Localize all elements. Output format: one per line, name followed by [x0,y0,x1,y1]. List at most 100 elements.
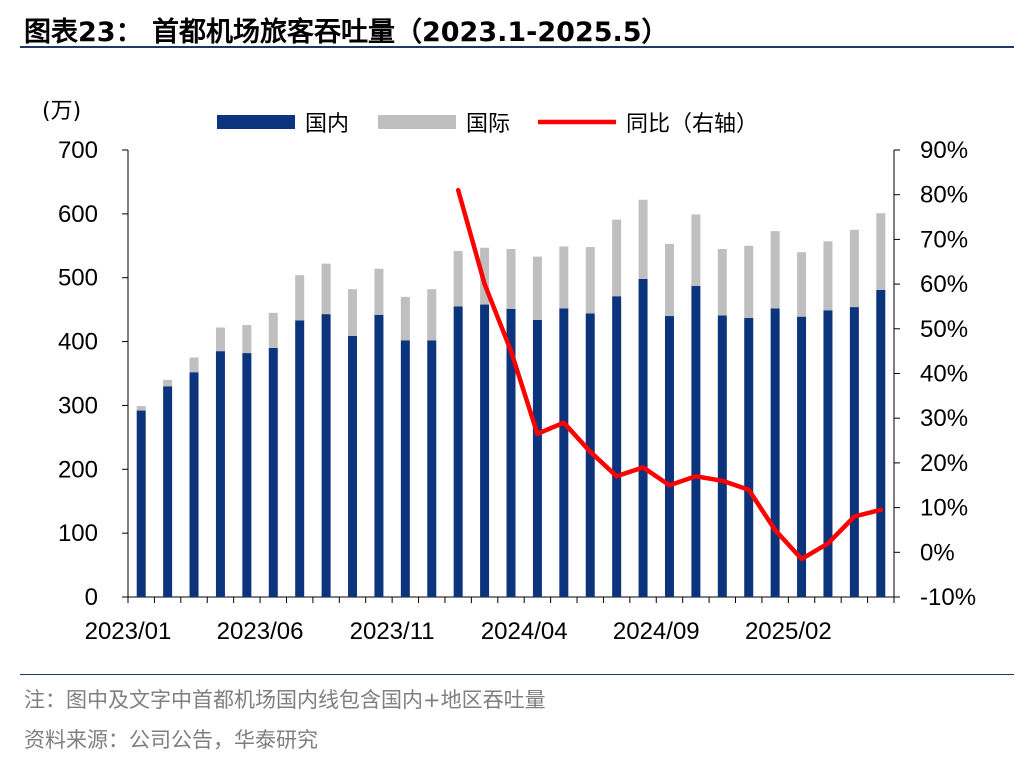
left-tick-label: 500 [58,265,98,292]
international-bar [427,289,437,341]
left-tick-label: 0 [85,584,98,611]
yoy-point [747,488,751,492]
yoy-point [773,528,777,532]
international-bar [770,231,780,309]
international-bar [744,245,754,318]
right-tick-label: -10% [920,584,976,611]
domestic-bar [321,314,331,597]
domestic-bar [638,278,648,597]
footer-divider [20,674,1014,675]
title-divider [20,46,1014,48]
yoy-point [562,421,566,425]
x-tick-label: 2023/11 [350,618,435,645]
left-tick-label: 100 [58,520,98,547]
international-bar [189,357,199,373]
left-tick-label: 200 [58,456,98,483]
yoy-point [667,483,671,487]
right-tick-label: 40% [920,361,968,388]
legend-label-yoy: 同比（右轴） [626,112,758,137]
international-bar [242,324,252,354]
bars-layer [136,199,886,597]
legend-label-international: 国际 [466,112,510,137]
legend: 国内 国际 同比（右轴） [217,112,758,137]
yoy-point [879,508,883,512]
x-tick-label: 2023/01 [85,618,172,645]
domestic-bar [453,306,463,597]
international-bar [585,247,595,314]
domestic-bar [612,296,622,597]
right-tick-label: 90% [920,137,968,164]
yoy-point [800,557,804,561]
x-tick-label: 2025/02 [745,618,832,645]
left-tick-label: 700 [58,137,98,164]
international-bar [374,268,384,315]
international-bar [691,214,701,287]
yoy-point [720,479,724,483]
international-bar [559,246,569,309]
domestic-bar [664,316,674,597]
domestic-bar [480,304,490,597]
international-bar [163,379,173,387]
yoy-point [535,432,539,436]
domestic-bar [242,353,252,597]
domestic-bar [215,351,225,597]
international-bar [400,296,410,341]
axes-layer: 0 100 200 300 400 500 600 700 (万) -10% 0% 10% 20% 30%… [42,99,976,645]
international-bar [453,250,463,307]
x-tick-label: 2024/04 [481,618,568,645]
international-bar [506,248,516,310]
domestic-bar [691,286,701,597]
right-tick-label: 20% [920,450,968,477]
domestic-bar [585,313,595,597]
right-tick-label: 0% [920,539,955,566]
international-bar [268,312,278,348]
domestic-bar [797,316,807,597]
yoy-point [483,282,487,286]
domestic-bar [374,314,384,597]
domestic-bar [189,372,199,597]
international-bar [136,406,146,411]
right-tick-label: 30% [920,405,968,432]
x-tick-label: 2024/09 [613,618,700,645]
yoy-point [852,515,856,519]
international-bar [612,219,622,297]
yoy-point [826,541,830,545]
legend-swatch-domestic [217,115,295,129]
domestic-bar [559,308,569,597]
left-tick-label: 600 [58,201,98,228]
source-note: 资料来源：公司公告，华泰研究 [24,728,318,752]
domestic-bar [532,319,542,597]
international-bar [215,327,225,352]
left-tick-label: 400 [58,329,98,356]
left-tick-label: 300 [58,392,98,419]
international-bar [797,252,807,317]
right-tick-label: 80% [920,182,968,209]
domestic-bar [295,320,305,597]
international-bar [348,289,358,336]
domestic-bar [823,310,833,597]
domestic-bar [770,308,780,597]
international-bar [849,229,859,308]
legend-label-domestic: 国内 [305,112,349,137]
domestic-bar [744,317,754,597]
right-tick-label: 60% [920,271,968,298]
domestic-bar [427,340,437,597]
domestic-bar [717,315,727,597]
international-bar [664,243,674,317]
right-tick-label: 70% [920,226,968,253]
international-bar [876,213,886,290]
domestic-bar [506,309,516,597]
yoy-point [588,450,592,454]
domestic-bar [136,410,146,597]
right-tick-label: 10% [920,495,968,522]
international-bar [638,199,648,279]
domestic-bar [348,335,358,597]
yoy-point [641,465,645,469]
international-bar [532,256,542,320]
domestic-bar [163,386,173,597]
x-tick-label: 2023/06 [217,618,304,645]
footnote: 注：图中及文字中首都机场国内线包含国内+地区吞吐量 [24,688,546,712]
international-bar [717,248,727,316]
international-bar [823,241,833,311]
domestic-bar [268,347,278,597]
